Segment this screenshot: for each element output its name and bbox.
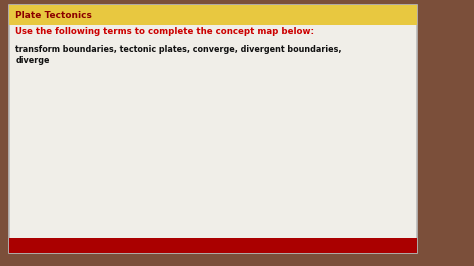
Text: Use the following terms to complete the concept map below:: Use the following terms to complete the … [15, 27, 314, 36]
Text: where plates: where plates [207, 178, 256, 187]
Ellipse shape [24, 206, 128, 233]
Text: transform boundaries, tectonic plates, converge, divergent boundaries,
diverge: transform boundaries, tectonic plates, c… [15, 45, 342, 65]
Text: Plate Tectonics: Plate Tectonics [15, 11, 92, 20]
Ellipse shape [161, 206, 265, 233]
Text: convergent
boundaries: convergent boundaries [189, 139, 237, 158]
Text: divergent
boundaries: divergent boundaries [324, 139, 377, 158]
Ellipse shape [298, 135, 402, 161]
Text: where plates: where plates [344, 178, 393, 187]
Ellipse shape [161, 78, 265, 104]
Ellipse shape [298, 206, 402, 233]
Ellipse shape [24, 135, 128, 161]
Text: where plates: where plates [70, 178, 119, 187]
Text: slip past
one another: slip past one another [51, 210, 102, 229]
Text: converge: converge [191, 215, 235, 224]
Text: have: have [219, 109, 240, 118]
Text: Tectonic
plates: Tectonic plates [193, 81, 233, 101]
Text: diverge: diverge [332, 215, 368, 224]
Text: transform
boundaries: transform boundaries [50, 139, 103, 158]
Ellipse shape [161, 135, 265, 161]
